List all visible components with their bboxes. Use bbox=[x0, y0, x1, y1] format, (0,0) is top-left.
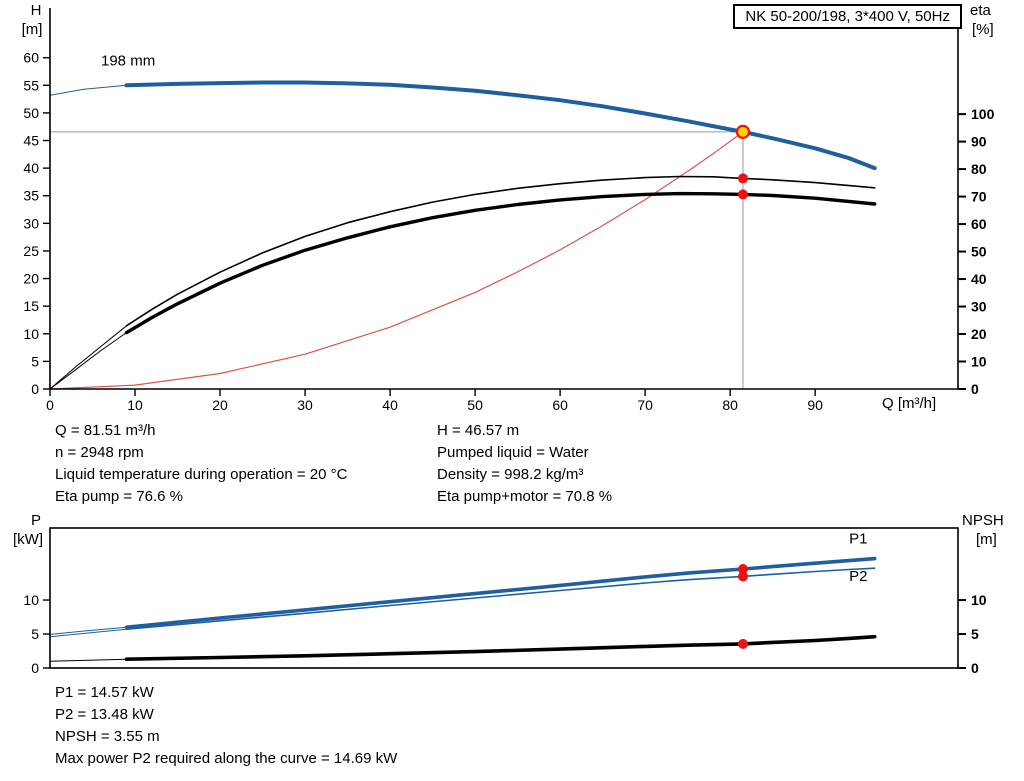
info-line: Eta pump = 76.6 % bbox=[55, 488, 183, 505]
npsh-leader bbox=[49, 658, 127, 662]
y-left-tick-label: 30 bbox=[23, 215, 39, 231]
duty-point-p2 bbox=[737, 571, 748, 582]
y-right-axis-name: eta bbox=[970, 2, 991, 19]
info-line: Density = 998.2 kg/m³ bbox=[437, 466, 584, 483]
y-right-tick-label: 50 bbox=[971, 244, 987, 260]
y-right-tick-label: 20 bbox=[971, 326, 987, 342]
x-tick-label: 70 bbox=[637, 397, 653, 413]
y-left-tick-label: 10 bbox=[23, 592, 39, 608]
y-left-tick-label: 25 bbox=[23, 243, 39, 259]
y-left-tick-label: 35 bbox=[23, 188, 39, 204]
eta-pump-curve bbox=[125, 175, 876, 327]
y-right-tick-label: 0 bbox=[971, 660, 979, 676]
duty-point-npsh bbox=[737, 638, 748, 649]
y-left-tick-label: 50 bbox=[23, 105, 39, 121]
info-line: P1 = 14.57 kW bbox=[55, 684, 154, 701]
duty-point-head bbox=[735, 124, 751, 139]
x-tick-label: 80 bbox=[722, 397, 738, 413]
head-eta-chart: 198 mm 0 5 10 15 20 25 30 35 40 45 50 55 60 0 10 20 30 40 5… bbox=[23, 8, 995, 413]
x-tick-label: 50 bbox=[467, 397, 483, 413]
head-curve-198mm-label: 198 mm bbox=[101, 52, 155, 69]
info-line: Q = 81.51 m³/h bbox=[55, 422, 156, 439]
duty-point-eta-pump bbox=[737, 173, 748, 184]
y-left-tick-label: 20 bbox=[23, 271, 39, 287]
power-npsh-chart: P2 P1 0 5 10 0 5 10 bbox=[23, 527, 987, 676]
p1-curve bbox=[124, 556, 877, 630]
info-line: P2 = 13.48 kW bbox=[55, 706, 154, 723]
eta-pump-motor-leader bbox=[49, 332, 127, 390]
npsh-axis-unit: [m] bbox=[976, 531, 997, 548]
p1-leader bbox=[49, 626, 127, 635]
y-left-tick-label: 0 bbox=[31, 660, 39, 676]
y-left-tick-label: 5 bbox=[31, 353, 39, 369]
y-right-tick-label: 80 bbox=[971, 161, 987, 177]
y-left-tick-label: 5 bbox=[31, 626, 39, 642]
info-line: Eta pump+motor = 70.8 % bbox=[437, 488, 613, 505]
pump-title: NK 50-200/198, 3*400 V, 50Hz bbox=[745, 8, 950, 25]
y-right-tick-label: 70 bbox=[971, 189, 987, 205]
npsh-curve bbox=[124, 634, 877, 662]
info-line: Liquid temperature during operation = 20… bbox=[55, 466, 348, 483]
x-tick-label: 90 bbox=[807, 397, 823, 413]
p2-curve bbox=[125, 567, 876, 631]
p1-curve-label: P1 bbox=[849, 531, 867, 548]
y-right-tick-label: 60 bbox=[971, 216, 987, 232]
y-right-tick-label: 30 bbox=[971, 299, 987, 315]
x-tick-label: 40 bbox=[382, 397, 398, 413]
operating-data-left: Q = 81.51 m³/h n = 2948 rpm Liquid tempera… bbox=[55, 420, 347, 508]
y-left-tick-label: 60 bbox=[23, 50, 39, 66]
x-tick-label: 0 bbox=[46, 397, 54, 413]
y-left-tick-label: 45 bbox=[23, 133, 39, 149]
p2-curve-label: P2 bbox=[849, 568, 867, 585]
y-right-tick-label: 90 bbox=[971, 134, 987, 150]
system-resistance-curve bbox=[49, 131, 744, 390]
y-right-tick-label: 10 bbox=[971, 592, 987, 608]
y-right-tick-label: 40 bbox=[971, 271, 987, 287]
x-tick-label: 20 bbox=[212, 397, 228, 413]
info-line: H = 46.57 m bbox=[437, 422, 520, 439]
y-left-tick-label: 0 bbox=[31, 381, 39, 397]
x-tick-label: 10 bbox=[127, 397, 143, 413]
operating-data-right: H = 46.57 m Pumped liquid = Water Density … bbox=[437, 420, 612, 508]
y-left-axis-unit: [m] bbox=[21, 21, 43, 38]
duty-point-p1 bbox=[737, 563, 748, 574]
head-curve-198mm bbox=[124, 80, 877, 171]
y-right-axis-unit: [%] bbox=[972, 21, 994, 38]
eta-pump-leader bbox=[49, 325, 127, 390]
y-left-tick-label: 10 bbox=[23, 326, 39, 342]
chart-frame bbox=[49, 527, 959, 669]
y-left-tick-label: 15 bbox=[23, 298, 39, 314]
y-right-tick-label: 5 bbox=[971, 626, 979, 642]
p2-leader bbox=[49, 628, 127, 638]
power-axis-name: P bbox=[30, 512, 41, 529]
chart-axes bbox=[49, 8, 959, 390]
duty-point-eta-pump-motor bbox=[737, 189, 748, 200]
info-line: NPSH = 3.55 m bbox=[55, 728, 160, 745]
npsh-axis-name: NPSH bbox=[962, 512, 1004, 529]
y-left-axis-name: H bbox=[30, 2, 42, 19]
y-left-tick-label: 55 bbox=[23, 77, 39, 93]
y-right-tick-label: 0 bbox=[971, 381, 979, 397]
info-line: Pumped liquid = Water bbox=[437, 444, 589, 461]
x-tick-label: 60 bbox=[552, 397, 568, 413]
y-right-tick-label: 10 bbox=[971, 354, 987, 370]
info-line: n = 2948 rpm bbox=[55, 444, 144, 461]
x-tick-label: 30 bbox=[297, 397, 313, 413]
pump-title-box: NK 50-200/198, 3*400 V, 50Hz bbox=[733, 4, 962, 29]
y-left-tick-label: 40 bbox=[23, 160, 39, 176]
power-npsh-data: P1 = 14.57 kW P2 = 13.48 kW NPSH = 3.55 m M… bbox=[55, 682, 397, 770]
x-axis-name: Q [m³/h] bbox=[882, 395, 937, 412]
head-curve-leader bbox=[49, 84, 127, 96]
y-right-tick-label: 100 bbox=[971, 106, 995, 122]
info-line: Max power P2 required along the curve = … bbox=[55, 750, 398, 767]
power-axis-unit: [kW] bbox=[13, 531, 43, 548]
